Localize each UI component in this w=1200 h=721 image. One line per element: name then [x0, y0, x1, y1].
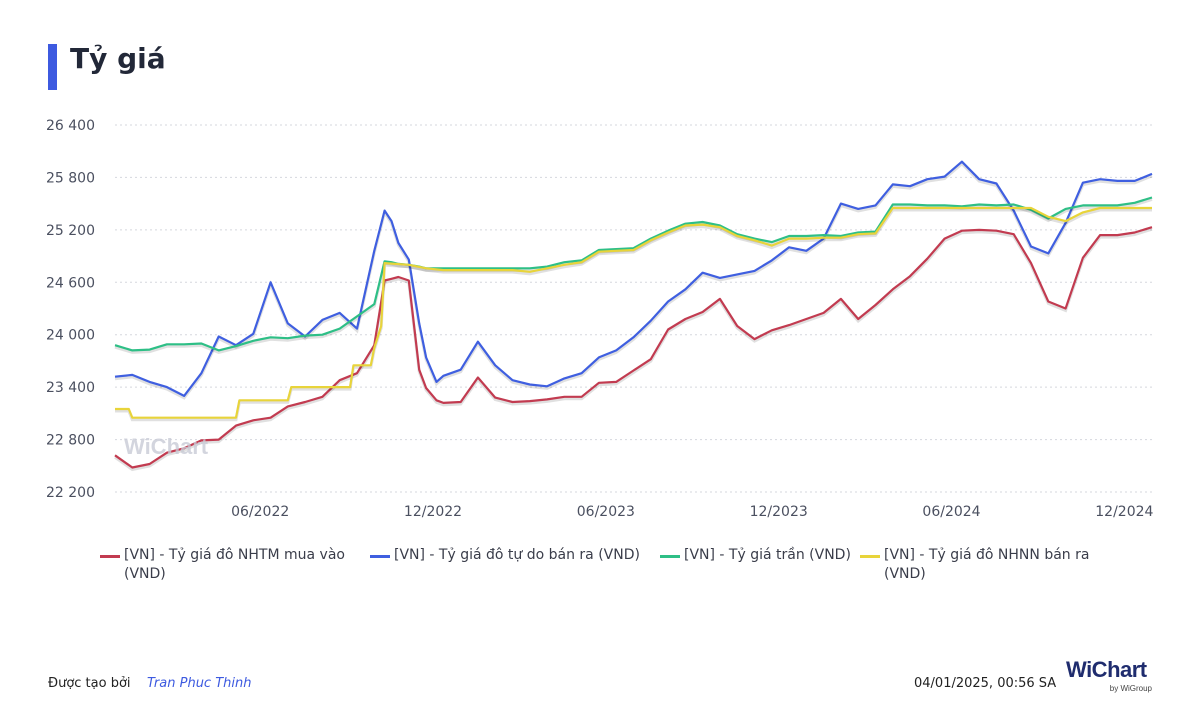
legend-label: [VN] - Tỷ giá đô NHNN bán ra (VND)	[884, 547, 1090, 582]
title-accent-bar	[48, 44, 57, 90]
legend-item[interactable]: [VN] - Tỷ giá trần (VND)	[660, 546, 860, 584]
legend-label: [VN] - Tỷ giá đô tự do bán ra (VND)	[394, 547, 640, 563]
y-tick-label: 25 800	[46, 170, 95, 186]
series-line-0	[114, 226, 1153, 469]
chart-legend: [VN] - Tỷ giá đô NHTM mua vào (VND) [VN] …	[100, 546, 1160, 584]
exchange-rate-chart: 22 200 22 800 23 400 24 000 24 600 25 200 25 8…	[46, 118, 1154, 520]
legend-swatch	[860, 555, 880, 558]
page-title: Tỷ giá	[70, 42, 166, 75]
brand-name: WiChart	[1066, 657, 1147, 682]
x-tick-label: 06/2022	[231, 504, 289, 520]
grid-layer	[115, 124, 1152, 493]
y-tick-label: 22 200	[46, 485, 95, 501]
y-tick-label: 24 000	[46, 328, 95, 344]
x-tick-label: 12/2024	[1095, 504, 1153, 520]
x-tick-label: 06/2023	[577, 504, 635, 520]
series-shadow-1	[114, 161, 1153, 400]
legend-swatch	[660, 555, 680, 558]
legend-item[interactable]: [VN] - Tỷ giá đô NHTM mua vào (VND)	[100, 546, 370, 584]
chart-watermark: WiChart	[124, 434, 209, 459]
y-tick-label: 23 400	[46, 380, 95, 396]
footer-created-by: Được tạo bởi	[48, 676, 131, 691]
series-layer	[114, 160, 1153, 472]
series-line-3	[115, 206, 1152, 419]
legend-label: [VN] - Tỷ giá trần (VND)	[684, 547, 851, 563]
series-shadow-0	[114, 227, 1153, 472]
x-tick-label: 12/2022	[404, 504, 462, 520]
legend-item[interactable]: [VN] - Tỷ giá đô NHNN bán ra (VND)	[860, 546, 1100, 584]
y-tick-label: 24 600	[46, 275, 95, 291]
y-tick-label: 25 200	[46, 223, 95, 239]
series-line-1	[114, 160, 1153, 397]
series-shadow-3	[115, 208, 1152, 422]
series-shadow-2	[114, 198, 1153, 354]
legend-swatch	[370, 555, 390, 558]
footer-timestamp: 04/01/2025, 00:56 SA	[914, 676, 1057, 691]
legend-item[interactable]: [VN] - Tỷ giá đô tự do bán ra (VND)	[370, 546, 660, 584]
legend-swatch	[100, 555, 120, 558]
x-tick-label: 12/2023	[750, 504, 808, 520]
brand-sub: by WiGroup	[1109, 684, 1152, 693]
y-axis-ticks: 22 200 22 800 23 400 24 000 24 600 25 200 25 8…	[46, 118, 95, 501]
y-tick-label: 26 400	[46, 118, 95, 134]
y-tick-label: 22 800	[46, 433, 95, 449]
footer-author-link[interactable]: Tran Phuc Thinh	[147, 676, 252, 691]
wichart-logo[interactable]: WiChart by WiGroup	[1066, 657, 1156, 697]
x-tick-label: 06/2024	[922, 504, 980, 520]
legend-label: [VN] - Tỷ giá đô NHTM mua vào (VND)	[124, 547, 345, 582]
x-axis-ticks: 06/2022 12/2022 06/2023 12/2023 06/2024 12/20…	[231, 504, 1153, 520]
series-line-2	[114, 196, 1153, 352]
